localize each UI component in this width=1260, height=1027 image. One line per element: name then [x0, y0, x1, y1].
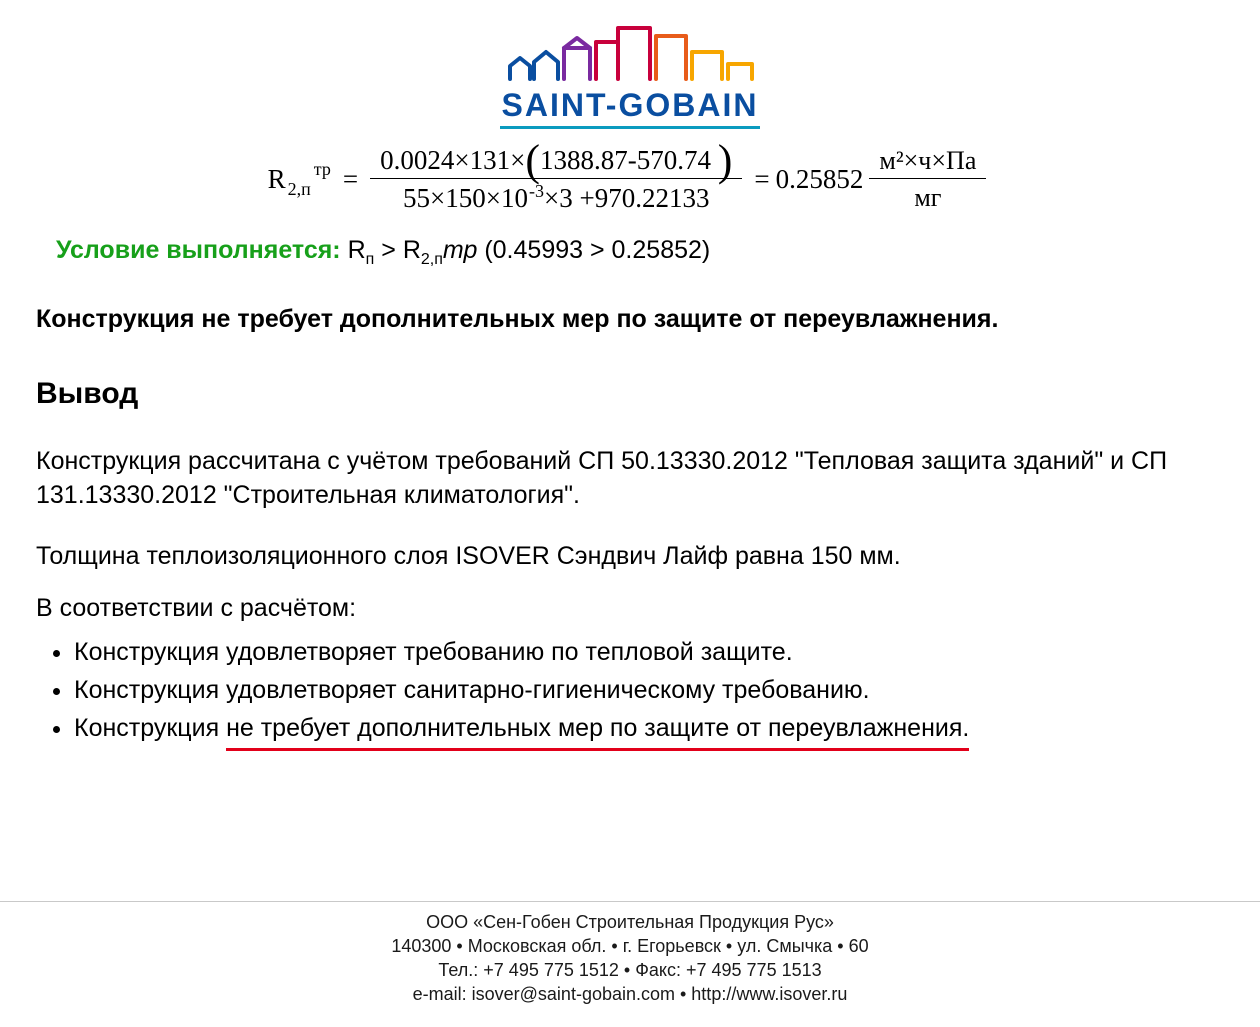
bullet-3: Конструкция не требует дополнительных ме… [74, 710, 1224, 750]
formula-var: R [268, 164, 286, 195]
num-a: 0.0024 [380, 145, 454, 175]
formula-fraction: 0.0024×131×(1388.87-570.74 ) 55×150×10-3… [370, 143, 742, 216]
statement-bold: Конструкция не требует дополнительных ме… [36, 303, 1224, 337]
den-a: 55 [403, 183, 430, 213]
num-b: 131 [470, 145, 511, 175]
cond-right-sub: 2,п [421, 251, 443, 268]
bullet-3-underlined: не требует дополнительных мер по защите … [226, 710, 969, 750]
cond-right-var: R [403, 236, 421, 264]
saint-gobain-logo: SAINT-GOBAIN [500, 24, 760, 129]
equals-sign: = [343, 164, 358, 195]
formula-numerator: 0.0024×131×(1388.87-570.74 ) [370, 143, 742, 179]
num-p1: 1388.87 [540, 145, 628, 175]
cond-right-sup: тр [443, 236, 477, 264]
footer-line-4: e-mail: isover@saint-gobain.com • http:/… [36, 982, 1224, 1006]
formula-lhs-sub: 2,п [288, 179, 311, 200]
den-cexp: -3 [529, 181, 544, 201]
den-cbase: 10 [501, 183, 528, 213]
logo-container: SAINT-GOBAIN [36, 24, 1224, 129]
footer: ООО «Сен-Гобен Строительная Продукция Ру… [36, 910, 1224, 1027]
footer-line-2: 140300 • Московская обл. • г. Егорьевск … [36, 934, 1224, 958]
formula-denominator: 55×150×10-3×3 +970.22133 [370, 179, 742, 216]
paragraph-2: Толщина теплоизоляционного слоя ISOVER С… [36, 540, 1224, 574]
formula-result: 0.25852 [776, 164, 864, 195]
units-den: мг [869, 179, 986, 215]
bullet-2: Конструкция удовлетворяет санитарно-гиги… [74, 672, 1224, 708]
formula-lhs: R 2,п тр [268, 164, 331, 195]
footer-separator [0, 901, 1260, 902]
cond-left-var: R [348, 236, 366, 264]
den-d: 3 [559, 183, 573, 213]
gt-sign: > [381, 236, 396, 264]
paragraph-1: Конструкция рассчитана с учётом требован… [36, 445, 1224, 513]
bullet-1: Конструкция удовлетворяет требованию по … [74, 634, 1224, 670]
bullet-3-prefix: Конструкция [74, 714, 226, 742]
document-page: SAINT-GOBAIN R 2,п тр = 0.0024×131×(1388… [0, 0, 1260, 1027]
equals-sign-2: = [754, 164, 769, 195]
units-num: м²×ч×Па [869, 144, 986, 179]
skyline-icon [500, 24, 760, 86]
conclusion-heading: Вывод [36, 377, 1224, 411]
condition-line: Условие выполняется: Rп > R2,птр (0.4599… [36, 236, 1224, 269]
paragraph-3: В соответствии с расчётом: [36, 592, 1224, 626]
cond-left-sub: п [366, 251, 375, 268]
formula: R 2,п тр = 0.0024×131×(1388.87-570.74 ) … [36, 143, 1224, 216]
condition-label: Условие выполняется: [56, 236, 341, 264]
den-e: 970.22133 [595, 183, 710, 213]
formula-lhs-sup: тр [314, 159, 331, 180]
den-b: 150 [445, 183, 486, 213]
footer-line-3: Тел.: +7 495 775 1512 • Факс: +7 495 775… [36, 958, 1224, 982]
num-p2: 570.74 [637, 145, 711, 175]
cond-num-left: 0.45993 [493, 236, 583, 264]
formula-units: м²×ч×Па мг [869, 144, 986, 215]
footer-line-1: ООО «Сен-Гобен Строительная Продукция Ру… [36, 910, 1224, 934]
cond-num-right: 0.25852 [612, 236, 702, 264]
logo-brand-text: SAINT-GOBAIN [500, 87, 760, 129]
conclusion-bullets: Конструкция удовлетворяет требованию по … [36, 634, 1224, 751]
